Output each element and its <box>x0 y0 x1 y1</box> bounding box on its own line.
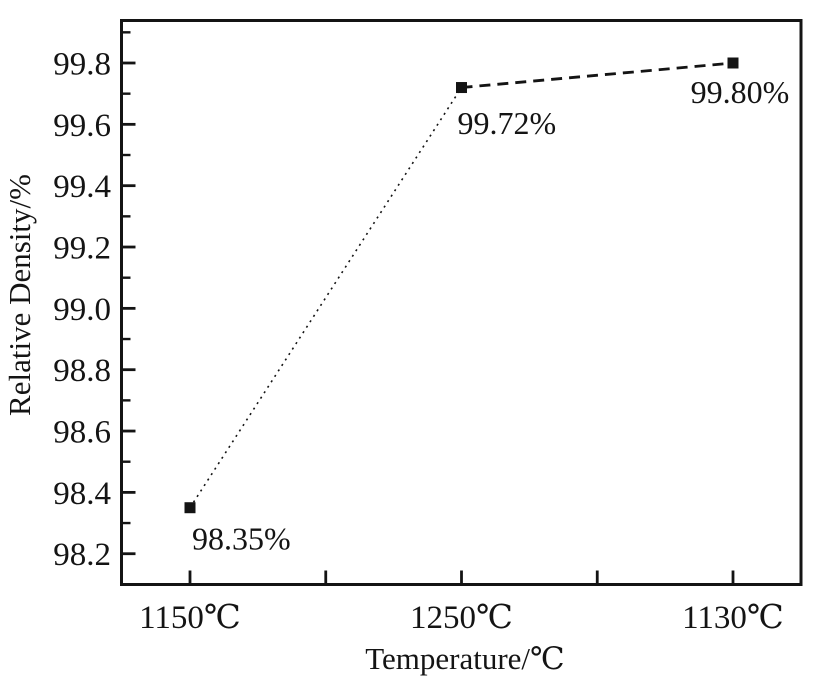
y-axis-tick-label: 99.4 <box>53 169 111 205</box>
data-point-marker <box>184 502 196 514</box>
y-axis-tick-label: 98.6 <box>53 415 111 451</box>
y-axis-tick-labels: 99.8 99.6 99.4 99.2 99.0 98.8 98.6 98.4 98.2 <box>53 47 111 574</box>
data-point-labels: 98.35% 99.72% 99.80% <box>192 74 789 557</box>
x-axis-tick-label: 1250℃ <box>410 600 513 636</box>
x-axis-title: Temperature/℃ <box>365 641 564 676</box>
x-axis-ticks <box>188 570 735 584</box>
density-line-segment-dashed <box>461 61 734 89</box>
x-axis-tick-label: 1130℃ <box>682 600 784 636</box>
y-axis-ticks <box>122 31 136 556</box>
y-axis-tick-label: 99.8 <box>53 47 111 83</box>
density-line <box>189 61 734 509</box>
plot-frame <box>120 19 803 586</box>
data-point-label: 98.35% <box>192 521 291 557</box>
y-axis-tick-label: 99.0 <box>53 292 111 328</box>
x-axis-tick-label: 1150℃ <box>139 600 241 636</box>
y-axis-title: Relative Density/% <box>2 174 37 416</box>
y-axis-tick-label: 99.2 <box>53 231 111 267</box>
data-point-marker <box>456 82 467 94</box>
density-line-segment-dotted <box>189 87 463 509</box>
y-axis-tick-label: 99.6 <box>53 108 111 144</box>
y-axis-tick-label: 98.8 <box>53 353 111 389</box>
data-point-label: 99.72% <box>458 105 557 141</box>
data-point-marker <box>727 57 739 69</box>
data-point-markers <box>184 57 739 514</box>
y-axis-tick-label: 98.2 <box>53 537 111 573</box>
y-axis-tick-label: 98.4 <box>53 476 111 512</box>
data-point-label: 99.80% <box>691 74 790 110</box>
x-axis-tick-labels: 1150℃ 1250℃ 1130℃ <box>139 600 784 636</box>
